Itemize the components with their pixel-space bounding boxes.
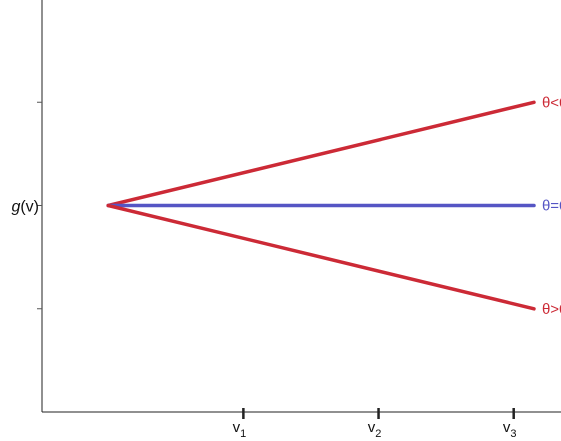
series-group	[106, 100, 536, 311]
series-label-2: θ>0	[542, 301, 561, 318]
x-tick-label-v2: v2	[368, 419, 382, 440]
series-line-2	[106, 203, 536, 311]
series-line-0	[106, 100, 536, 208]
x-tick-label-v1: v1	[233, 419, 247, 440]
series-label-1: θ=0	[542, 198, 561, 215]
series-label-0: θ<0	[542, 94, 561, 111]
x-tick-label-v3: v3	[503, 419, 517, 440]
y-axis-label: g(v)	[11, 199, 39, 216]
y-ticks	[37, 101, 42, 310]
series-labels: θ<0 θ=0 θ>0	[542, 94, 561, 318]
x-ticks: v1 v2 v3	[233, 408, 517, 440]
